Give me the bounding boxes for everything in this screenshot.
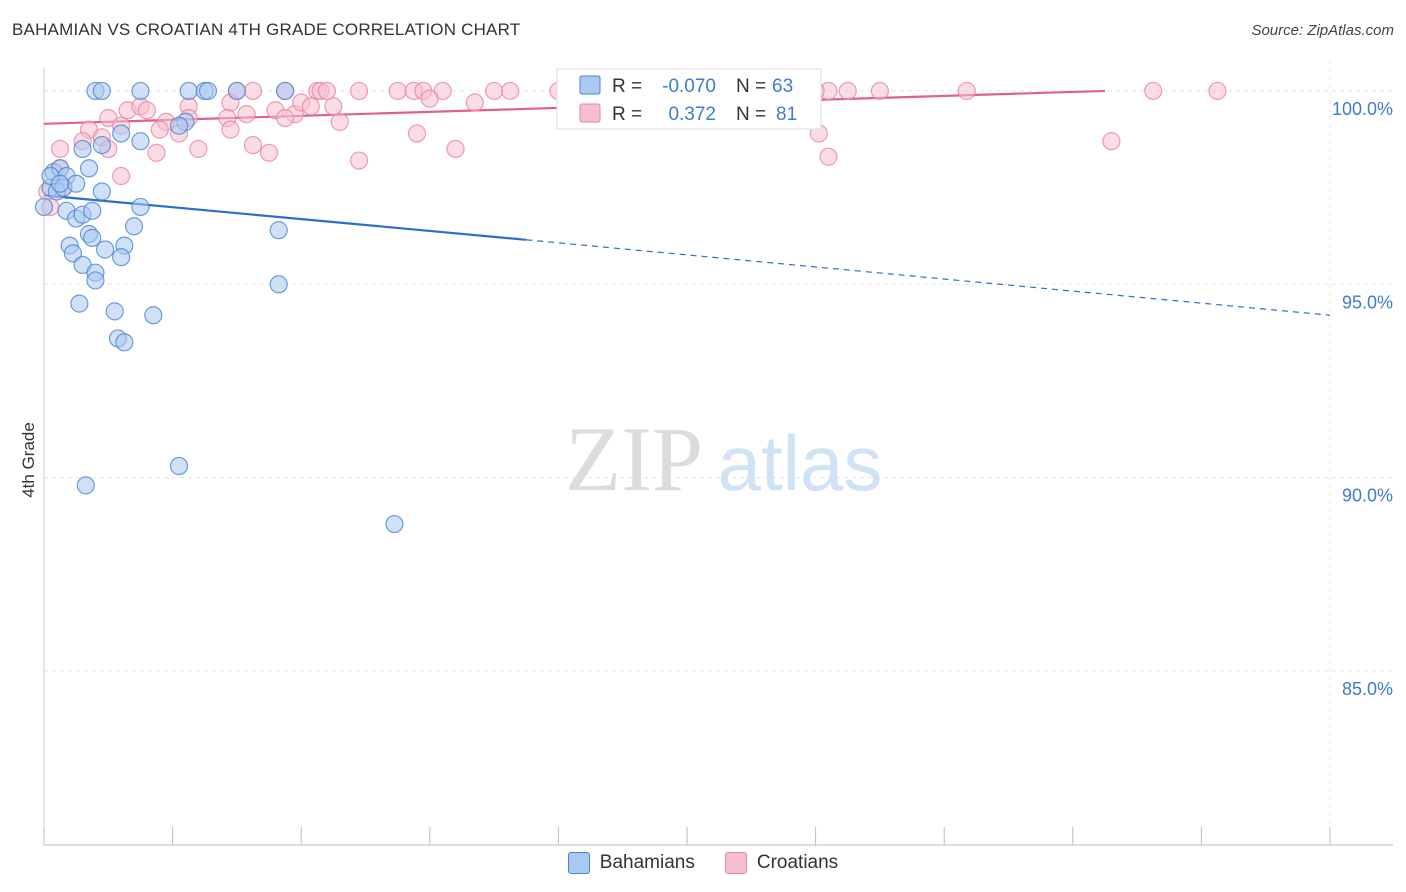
point-croatians bbox=[870, 81, 890, 101]
point-bahamians bbox=[124, 217, 144, 236]
stats-r-value-bahamians: -0.070 bbox=[662, 76, 716, 97]
point-croatians bbox=[420, 89, 439, 108]
point-bahamians bbox=[86, 271, 105, 290]
legend-label-croatians: Croatians bbox=[756, 852, 839, 873]
y-axis-label: 4th Grade bbox=[19, 422, 38, 498]
point-croatians bbox=[243, 81, 263, 101]
point-croatians bbox=[501, 81, 520, 101]
point-bahamians bbox=[276, 81, 295, 101]
point-bahamians bbox=[92, 182, 111, 201]
point-bahamians bbox=[73, 139, 92, 159]
point-croatians bbox=[137, 101, 156, 120]
point-bahamians bbox=[131, 132, 150, 151]
chart-legend: Bahamians Croatians bbox=[0, 852, 1406, 874]
point-croatians bbox=[485, 81, 504, 101]
point-bahamians bbox=[83, 201, 102, 220]
point-bahamians bbox=[92, 135, 111, 155]
point-bahamians bbox=[50, 174, 70, 193]
point-bahamians bbox=[34, 197, 54, 217]
point-bahamians bbox=[227, 81, 246, 101]
point-croatians bbox=[838, 81, 857, 101]
point-bahamians bbox=[67, 174, 86, 193]
point-croatians bbox=[221, 120, 240, 139]
trendline-dashed-bahamians bbox=[526, 239, 1331, 316]
point-bahamians bbox=[385, 514, 404, 534]
stats-r-label-bahamians: R = bbox=[612, 76, 642, 97]
point-bahamians bbox=[131, 197, 150, 217]
point-croatians bbox=[324, 97, 343, 116]
legend-swatch-croatians bbox=[724, 852, 747, 874]
stats-n-value-croatians: 81 bbox=[776, 104, 797, 125]
watermark: ZIP atlas bbox=[565, 408, 882, 510]
point-croatians bbox=[349, 81, 369, 101]
point-bahamians bbox=[198, 81, 218, 101]
stats-n-label-croatians: N = bbox=[736, 104, 766, 125]
point-croatians bbox=[317, 81, 337, 101]
point-bahamians bbox=[112, 124, 131, 143]
y-tick-label: 90.0% bbox=[1342, 486, 1393, 506]
point-croatians bbox=[1102, 132, 1121, 151]
stats-r-value-croatians: 0.372 bbox=[668, 104, 716, 125]
point-croatians bbox=[147, 143, 166, 162]
point-croatians bbox=[1144, 81, 1163, 101]
chart-title: BAHAMIAN VS CROATIAN 4TH GRADE CORRELATI… bbox=[12, 20, 521, 39]
stats-swatch-croatians bbox=[579, 103, 601, 123]
legend-swatch-bahamians bbox=[567, 852, 590, 874]
point-bahamians bbox=[63, 244, 83, 263]
point-croatians bbox=[50, 139, 70, 159]
watermark-atlas: atlas bbox=[718, 419, 883, 507]
y-tick-label: 85.0% bbox=[1342, 679, 1393, 699]
point-bahamians bbox=[144, 306, 163, 325]
point-bahamians bbox=[269, 221, 288, 240]
source-label: Source: ZipAtlas.com bbox=[1251, 22, 1394, 39]
point-bahamians bbox=[70, 294, 89, 313]
legend-item-croatians: Croatians bbox=[724, 852, 839, 874]
point-bahamians bbox=[269, 275, 288, 294]
stats-swatch-bahamians bbox=[579, 75, 601, 95]
point-croatians bbox=[150, 120, 169, 139]
point-bahamians bbox=[105, 302, 124, 321]
point-bahamians bbox=[83, 228, 102, 247]
stats-r-label-croatians: R = bbox=[612, 104, 642, 125]
point-croatians bbox=[819, 147, 838, 166]
y-tick-label: 100.0% bbox=[1332, 99, 1393, 119]
point-croatians bbox=[276, 108, 295, 128]
point-croatians bbox=[330, 112, 349, 131]
stats-n-value-bahamians: 63 bbox=[772, 76, 793, 97]
legend-item-bahamians: Bahamians bbox=[567, 852, 695, 874]
point-bahamians bbox=[169, 456, 189, 476]
point-bahamians bbox=[169, 116, 189, 135]
point-croatians bbox=[465, 93, 484, 112]
point-croatians bbox=[1208, 81, 1227, 101]
point-bahamians bbox=[92, 81, 111, 101]
stats-n-label-bahamians: N = bbox=[736, 76, 766, 97]
point-bahamians bbox=[131, 81, 150, 101]
point-croatians bbox=[112, 166, 131, 186]
legend-label-bahamians: Bahamians bbox=[599, 852, 695, 873]
trendline-bahamians bbox=[43, 194, 527, 241]
point-croatians bbox=[301, 97, 320, 116]
watermark-zip: ZIP bbox=[565, 408, 703, 510]
point-bahamians bbox=[115, 333, 134, 352]
point-bahamians bbox=[179, 81, 198, 101]
point-bahamians bbox=[79, 159, 99, 178]
scatter-chart: ZIP atlas 85.0%90.0%95.0%100.0%0.0%40.0%… bbox=[19, 60, 1393, 846]
point-croatians bbox=[349, 151, 369, 170]
point-croatians bbox=[189, 139, 208, 159]
point-croatians bbox=[388, 81, 407, 101]
point-croatians bbox=[407, 124, 427, 143]
point-croatians bbox=[957, 81, 976, 101]
point-croatians bbox=[259, 143, 279, 162]
point-croatians bbox=[243, 135, 263, 155]
y-tick-label: 95.0% bbox=[1342, 292, 1393, 312]
point-croatians bbox=[237, 105, 256, 124]
point-bahamians bbox=[95, 240, 115, 259]
point-croatians bbox=[446, 139, 465, 159]
stats-legend-box: R = -0.070 N = 63 R = 0.372 N = 81 bbox=[556, 68, 822, 130]
point-bahamians bbox=[112, 248, 131, 267]
point-bahamians bbox=[76, 476, 95, 495]
